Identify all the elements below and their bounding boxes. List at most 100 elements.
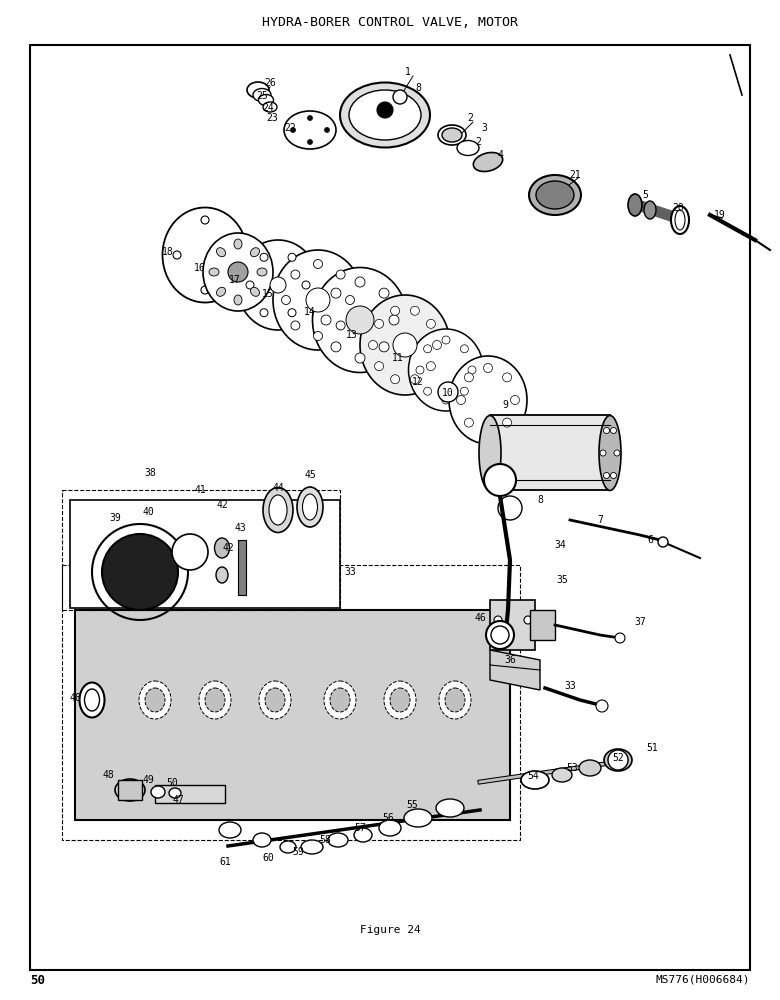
- Ellipse shape: [258, 95, 274, 105]
- Circle shape: [228, 262, 248, 282]
- Polygon shape: [75, 610, 510, 820]
- Ellipse shape: [234, 295, 242, 305]
- Circle shape: [484, 464, 516, 496]
- Text: 23: 23: [266, 113, 278, 123]
- Circle shape: [291, 321, 300, 330]
- Text: 49: 49: [142, 775, 154, 785]
- Circle shape: [438, 382, 458, 402]
- Text: 59: 59: [292, 847, 304, 857]
- Text: 19: 19: [714, 210, 726, 220]
- Text: 21: 21: [569, 170, 581, 180]
- Text: 33: 33: [564, 681, 576, 691]
- Ellipse shape: [340, 83, 430, 147]
- Ellipse shape: [438, 125, 466, 145]
- Circle shape: [502, 373, 512, 382]
- Text: 46: 46: [474, 613, 486, 623]
- Circle shape: [510, 395, 519, 404]
- Text: 37: 37: [634, 617, 646, 627]
- Text: 53: 53: [566, 763, 578, 773]
- Text: 14: 14: [304, 307, 316, 317]
- Circle shape: [307, 139, 313, 144]
- Circle shape: [246, 281, 254, 289]
- Ellipse shape: [521, 771, 549, 789]
- Circle shape: [270, 277, 286, 293]
- Ellipse shape: [354, 828, 372, 842]
- Circle shape: [306, 288, 330, 312]
- Text: 56: 56: [382, 813, 394, 823]
- Text: 17: 17: [229, 275, 241, 285]
- Ellipse shape: [390, 688, 410, 712]
- Circle shape: [615, 633, 625, 643]
- Text: 26: 26: [264, 78, 276, 88]
- Ellipse shape: [280, 841, 296, 853]
- Text: 55: 55: [406, 800, 418, 810]
- Text: 43: 43: [234, 523, 246, 533]
- Ellipse shape: [250, 287, 260, 296]
- Text: 2: 2: [475, 137, 481, 147]
- Text: 2: 2: [467, 113, 473, 123]
- Circle shape: [307, 115, 313, 120]
- Circle shape: [321, 315, 331, 325]
- Circle shape: [336, 321, 345, 330]
- Ellipse shape: [409, 329, 484, 411]
- Ellipse shape: [297, 487, 323, 527]
- Circle shape: [608, 750, 628, 770]
- Text: 41: 41: [194, 485, 206, 495]
- Circle shape: [288, 253, 296, 261]
- Ellipse shape: [604, 749, 632, 771]
- Circle shape: [379, 342, 389, 352]
- Ellipse shape: [349, 90, 421, 140]
- Circle shape: [290, 127, 296, 132]
- Ellipse shape: [215, 538, 229, 558]
- Polygon shape: [490, 600, 535, 650]
- Circle shape: [102, 534, 178, 610]
- Ellipse shape: [217, 287, 225, 296]
- Bar: [490, 415, 610, 490]
- Text: 11: 11: [392, 353, 404, 363]
- Ellipse shape: [644, 201, 656, 219]
- Ellipse shape: [151, 786, 165, 798]
- Text: 58: 58: [319, 835, 331, 845]
- Ellipse shape: [328, 833, 348, 847]
- Ellipse shape: [219, 822, 241, 838]
- Circle shape: [346, 306, 374, 334]
- Ellipse shape: [330, 688, 350, 712]
- Ellipse shape: [313, 267, 407, 372]
- Ellipse shape: [439, 681, 471, 719]
- Ellipse shape: [253, 89, 271, 102]
- Ellipse shape: [303, 494, 317, 520]
- Ellipse shape: [115, 779, 145, 801]
- Ellipse shape: [536, 181, 574, 209]
- Text: 39: 39: [109, 513, 121, 523]
- Ellipse shape: [324, 681, 356, 719]
- Circle shape: [460, 345, 468, 353]
- Ellipse shape: [675, 210, 685, 230]
- Circle shape: [611, 473, 616, 479]
- Ellipse shape: [301, 840, 323, 854]
- Circle shape: [611, 427, 616, 433]
- Text: 4: 4: [497, 150, 503, 160]
- Text: 10: 10: [442, 388, 454, 398]
- Text: 45: 45: [304, 470, 316, 480]
- Circle shape: [484, 428, 492, 436]
- Circle shape: [410, 306, 420, 315]
- Ellipse shape: [250, 248, 260, 257]
- Ellipse shape: [442, 128, 462, 142]
- Text: 15: 15: [262, 289, 274, 299]
- Text: 5: 5: [642, 190, 648, 200]
- Circle shape: [288, 309, 296, 317]
- Ellipse shape: [247, 82, 269, 98]
- Ellipse shape: [269, 495, 287, 525]
- Circle shape: [374, 319, 384, 328]
- Ellipse shape: [479, 416, 501, 490]
- Circle shape: [604, 473, 609, 479]
- Circle shape: [355, 353, 365, 363]
- Circle shape: [524, 616, 532, 624]
- Polygon shape: [490, 650, 540, 690]
- Circle shape: [389, 315, 399, 325]
- Text: 54: 54: [527, 771, 539, 781]
- Circle shape: [302, 281, 310, 289]
- Ellipse shape: [209, 268, 219, 276]
- Ellipse shape: [80, 682, 105, 718]
- Text: 38: 38: [144, 468, 156, 478]
